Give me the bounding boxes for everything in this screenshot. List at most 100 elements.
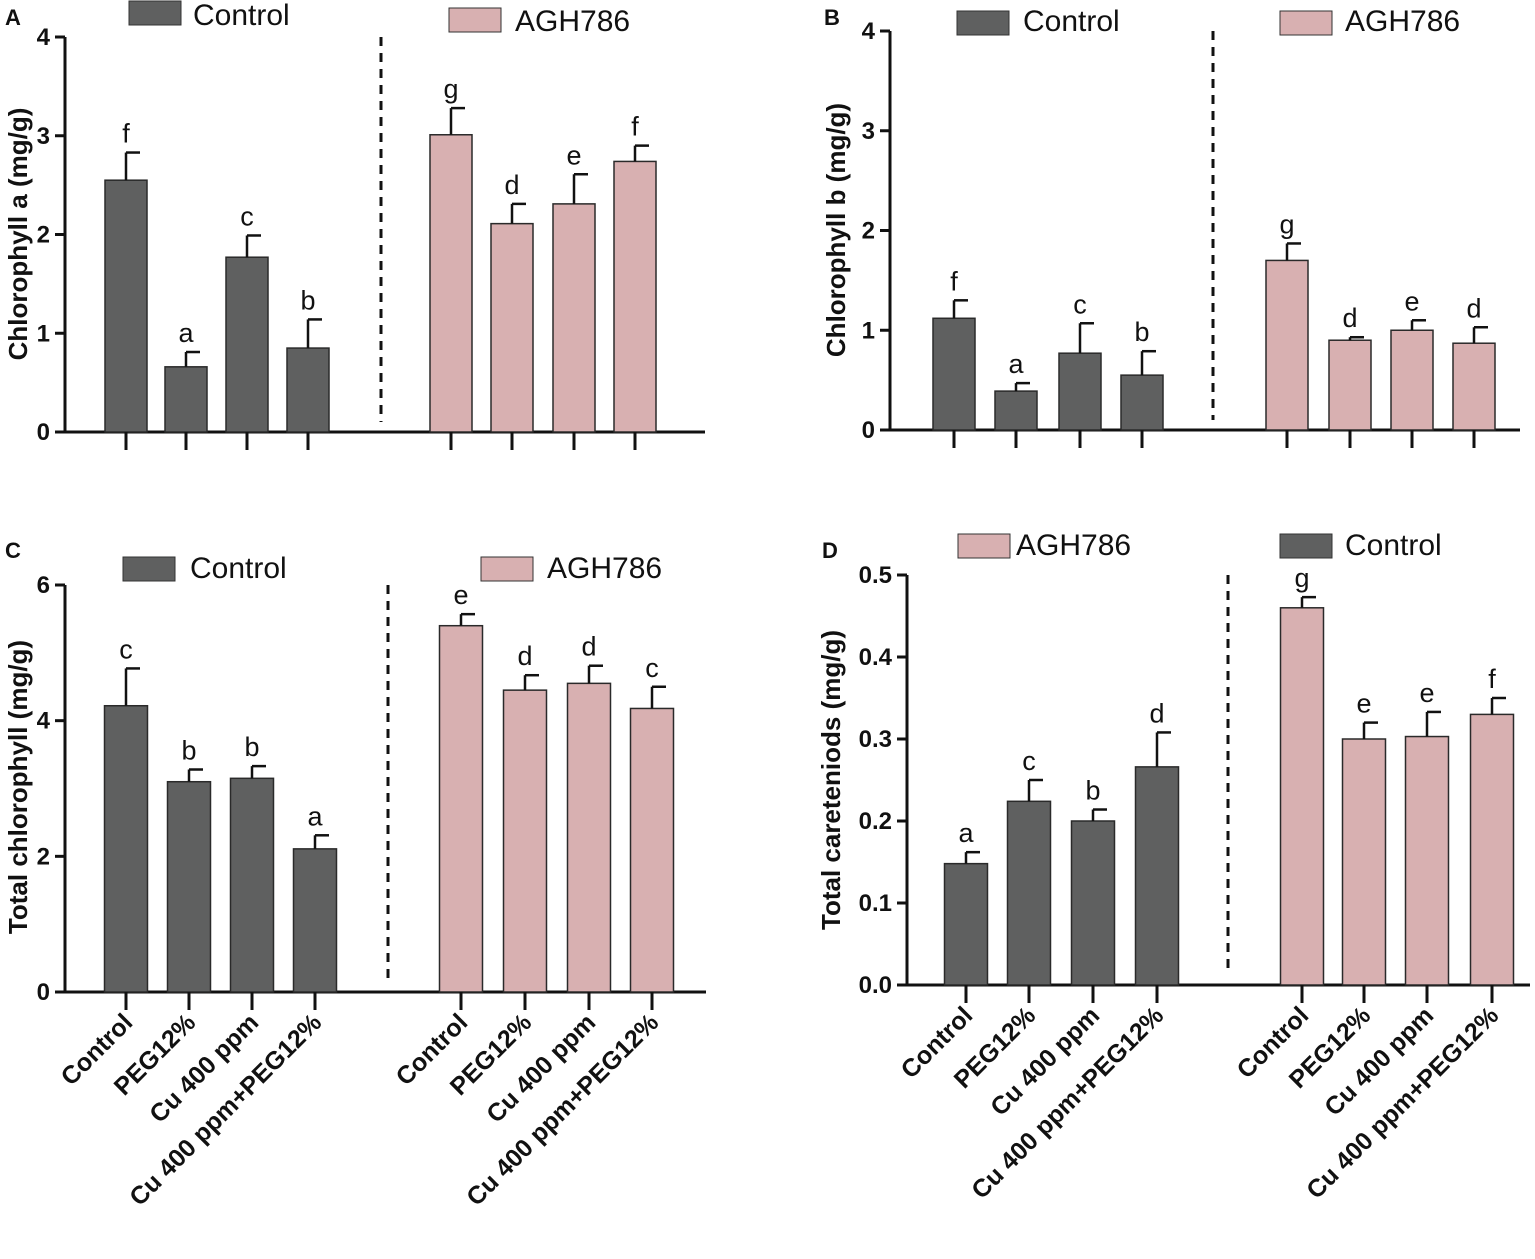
y-tick-label: 0.2	[859, 808, 892, 835]
significance-letter: f	[122, 119, 130, 149]
significance-letter: b	[1134, 317, 1149, 347]
legend-label-control: Control	[190, 552, 287, 585]
panel-letter: C	[5, 538, 21, 563]
panel-letter: B	[824, 5, 840, 30]
significance-letter: b	[244, 732, 259, 762]
bar-agh786-4	[629, 707, 675, 993]
bar-control-1	[932, 317, 976, 431]
significance-letter: f	[1488, 664, 1496, 694]
significance-letter: c	[1022, 746, 1036, 776]
significance-letter: d	[1466, 293, 1481, 323]
bar-control-4	[1134, 766, 1180, 986]
significance-letter: e	[1419, 678, 1434, 708]
bar-agh786-3	[566, 682, 612, 993]
significance-letter: f	[950, 266, 958, 296]
significance-letter: c	[645, 653, 659, 683]
y-tick-label: 2	[37, 222, 50, 249]
y-tick-label: 0	[37, 419, 50, 446]
significance-letter: a	[178, 318, 194, 348]
bar-agh786-2	[502, 689, 548, 993]
panel-letter: D	[822, 538, 838, 563]
bar-agh786-2	[1341, 738, 1387, 986]
bar-agh786-4	[1452, 342, 1496, 431]
bar-control-2	[166, 780, 212, 993]
bar-agh786-1	[438, 624, 484, 993]
bar-control-4	[1120, 374, 1164, 431]
y-tick-label: 3	[37, 123, 50, 150]
bar-agh786-1	[1279, 607, 1325, 986]
chart-panel-a: A Chlorophyll a (mg/g) 0 1 2 3 4 Control AGH786 f…	[3, 0, 705, 450]
bar-agh786-2	[1328, 339, 1372, 431]
bar-control-4	[286, 347, 330, 433]
significance-letter: d	[1342, 303, 1357, 333]
y-tick-label: 0.5	[859, 562, 892, 589]
legend-label-agh786: AGH786	[1016, 529, 1131, 562]
significance-letter: d	[504, 170, 519, 200]
significance-letter: e	[566, 140, 581, 170]
significance-letter: b	[1085, 776, 1100, 806]
y-tick-label: 2	[862, 218, 875, 245]
legend-swatch-control	[122, 556, 176, 582]
legend-label-agh786: AGH786	[547, 552, 662, 585]
legend-label-control: Control	[1023, 5, 1120, 38]
y-tick-label: 6	[37, 572, 50, 599]
y-axis-label: Chlorophyll a (mg/g)	[3, 108, 33, 361]
bar-control-3	[225, 256, 269, 433]
significance-letter: a	[307, 801, 323, 831]
legend-swatch-control	[956, 10, 1010, 36]
significance-letter: c	[1073, 289, 1087, 319]
y-tick-label: 1	[862, 317, 875, 344]
legend-label-control: Control	[193, 0, 290, 32]
bar-agh786-3	[552, 203, 596, 433]
chart-panel-d: D Total careteniods (mg/g) 0.0 0.1 0.2 0.3 0.4…	[816, 529, 1530, 1204]
bar-control-1	[943, 862, 989, 986]
significance-letter: d	[1149, 698, 1164, 728]
bar-control-3	[1058, 352, 1102, 431]
significance-letter: e	[1404, 286, 1419, 316]
y-tick-label: 0	[862, 417, 875, 444]
significance-letter: f	[631, 112, 639, 142]
significance-letter: g	[1279, 209, 1294, 239]
bar-agh786-3	[1404, 735, 1450, 986]
panel-letter: A	[5, 5, 21, 30]
legend-swatch-agh786	[1279, 10, 1333, 36]
significance-letter: d	[581, 632, 596, 662]
legend-swatch-control	[1279, 533, 1333, 559]
bar-control-1	[104, 179, 148, 433]
y-tick-label: 0.3	[859, 726, 892, 753]
y-tick-label: 4	[37, 708, 51, 735]
y-tick-label: 1	[37, 320, 50, 347]
chart-panel-c: C Total chlorophyll (mg/g) 0 2 4 6 Control AGH7…	[3, 538, 706, 1211]
legend-swatch-agh786	[957, 533, 1011, 559]
y-tick-label: 0	[37, 979, 50, 1006]
significance-letter: c	[240, 201, 254, 231]
chart-panel-b: B Chlorophyll b (mg/g) 0 1 2 3 4 Control AGH786 f…	[821, 5, 1520, 448]
legend-swatch-agh786	[448, 7, 502, 33]
bar-agh786-1	[429, 134, 473, 433]
bar-control-2	[164, 366, 208, 433]
bar-agh786-2	[490, 222, 534, 433]
significance-letter: g	[1294, 563, 1309, 593]
y-tick-label: 0.0	[859, 972, 892, 999]
significance-letter: b	[300, 285, 315, 315]
bar-control-4	[292, 848, 338, 993]
bar-agh786-4	[613, 160, 657, 433]
significance-letter: a	[1008, 349, 1024, 379]
significance-letter: b	[181, 736, 196, 766]
y-tick-label: 0.4	[859, 644, 893, 671]
significance-letter: d	[517, 641, 532, 671]
y-tick-label: 4	[37, 24, 51, 51]
y-axis-label: Total chlorophyll (mg/g)	[3, 640, 33, 934]
significance-letter: a	[958, 818, 974, 848]
bar-control-1	[103, 704, 149, 993]
legend-label-control: Control	[1345, 529, 1442, 562]
y-tick-label: 0.1	[859, 890, 892, 917]
legend-swatch-control	[128, 0, 182, 26]
y-axis-label: Total careteniods (mg/g)	[816, 630, 846, 930]
y-tick-label: 4	[862, 18, 876, 45]
bar-agh786-1	[1265, 259, 1309, 431]
legend-swatch-agh786	[480, 556, 534, 582]
y-tick-label: 3	[862, 118, 875, 145]
bar-control-2	[994, 390, 1038, 431]
